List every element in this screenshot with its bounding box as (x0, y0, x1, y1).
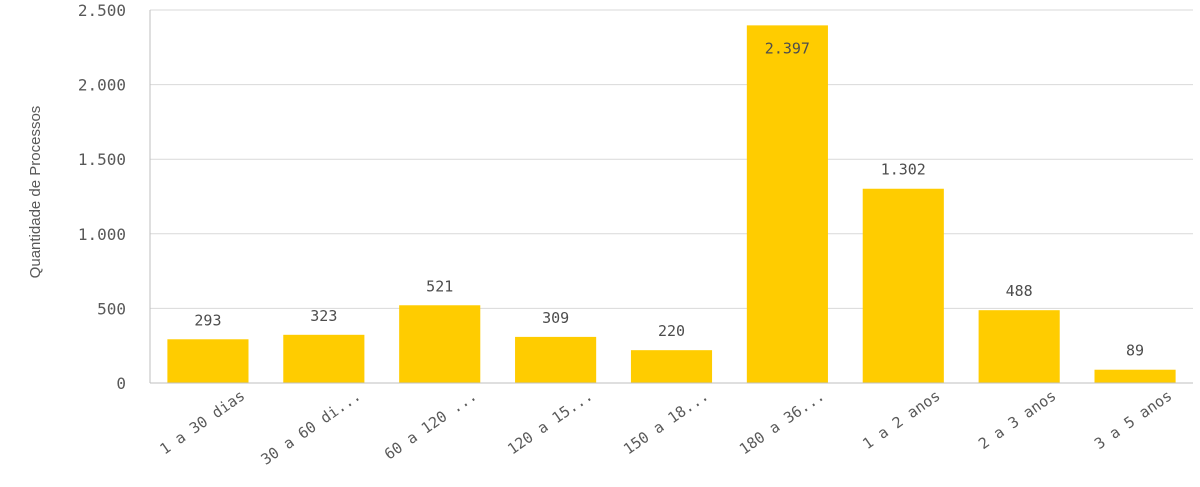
bars (167, 25, 1176, 383)
data-labels: 293 323 521 309 220 2.397 1.302 488 89 (194, 39, 1144, 359)
y-axis-title: Quantidade de Processos (27, 106, 44, 279)
data-label: 220 (658, 322, 685, 340)
data-label: 323 (310, 307, 337, 325)
x-tick-label: 1 a 30 dias (157, 387, 249, 459)
bar[interactable] (862, 188, 944, 383)
bar[interactable] (399, 305, 481, 383)
x-tick-label: 30 a 60 di... (258, 387, 364, 469)
x-tick-label: 60 a 120 ... (381, 387, 480, 464)
data-label: 309 (542, 309, 569, 327)
x-tick-label: 1 a 2 anos (859, 387, 943, 454)
x-tick-label: 180 a 36... (736, 387, 828, 459)
bar[interactable] (167, 339, 249, 383)
grid-lines (150, 9, 1193, 309)
y-tick-label: 2.000 (78, 76, 126, 95)
x-tick-label: 2 a 3 anos (975, 387, 1059, 454)
bar[interactable] (283, 334, 365, 383)
y-tick-label: 1.500 (78, 150, 126, 169)
bar[interactable] (515, 336, 597, 383)
y-tick-label: 500 (97, 299, 126, 318)
data-label: 488 (1006, 282, 1033, 300)
bar[interactable] (1094, 369, 1176, 383)
axes: 0 500 1.000 1.500 2.000 2.500 1 a 30 dias 30 a … (78, 1, 1193, 469)
data-label: 2.397 (765, 39, 810, 57)
bar[interactable] (978, 310, 1060, 383)
y-tick-label: 0 (116, 374, 126, 393)
x-tick-label: 150 a 18... (620, 387, 712, 459)
y-tick-label: 1.000 (78, 225, 126, 244)
bar[interactable] (630, 350, 713, 383)
data-label: 521 (426, 277, 453, 295)
data-label: 1.302 (881, 161, 926, 179)
data-label: 293 (194, 311, 221, 329)
bar[interactable] (746, 25, 828, 383)
x-tick-label: 3 a 5 anos (1091, 387, 1175, 454)
x-tick-label: 120 a 15... (504, 387, 596, 459)
y-tick-label: 2.500 (78, 1, 126, 20)
data-label: 89 (1126, 342, 1144, 360)
